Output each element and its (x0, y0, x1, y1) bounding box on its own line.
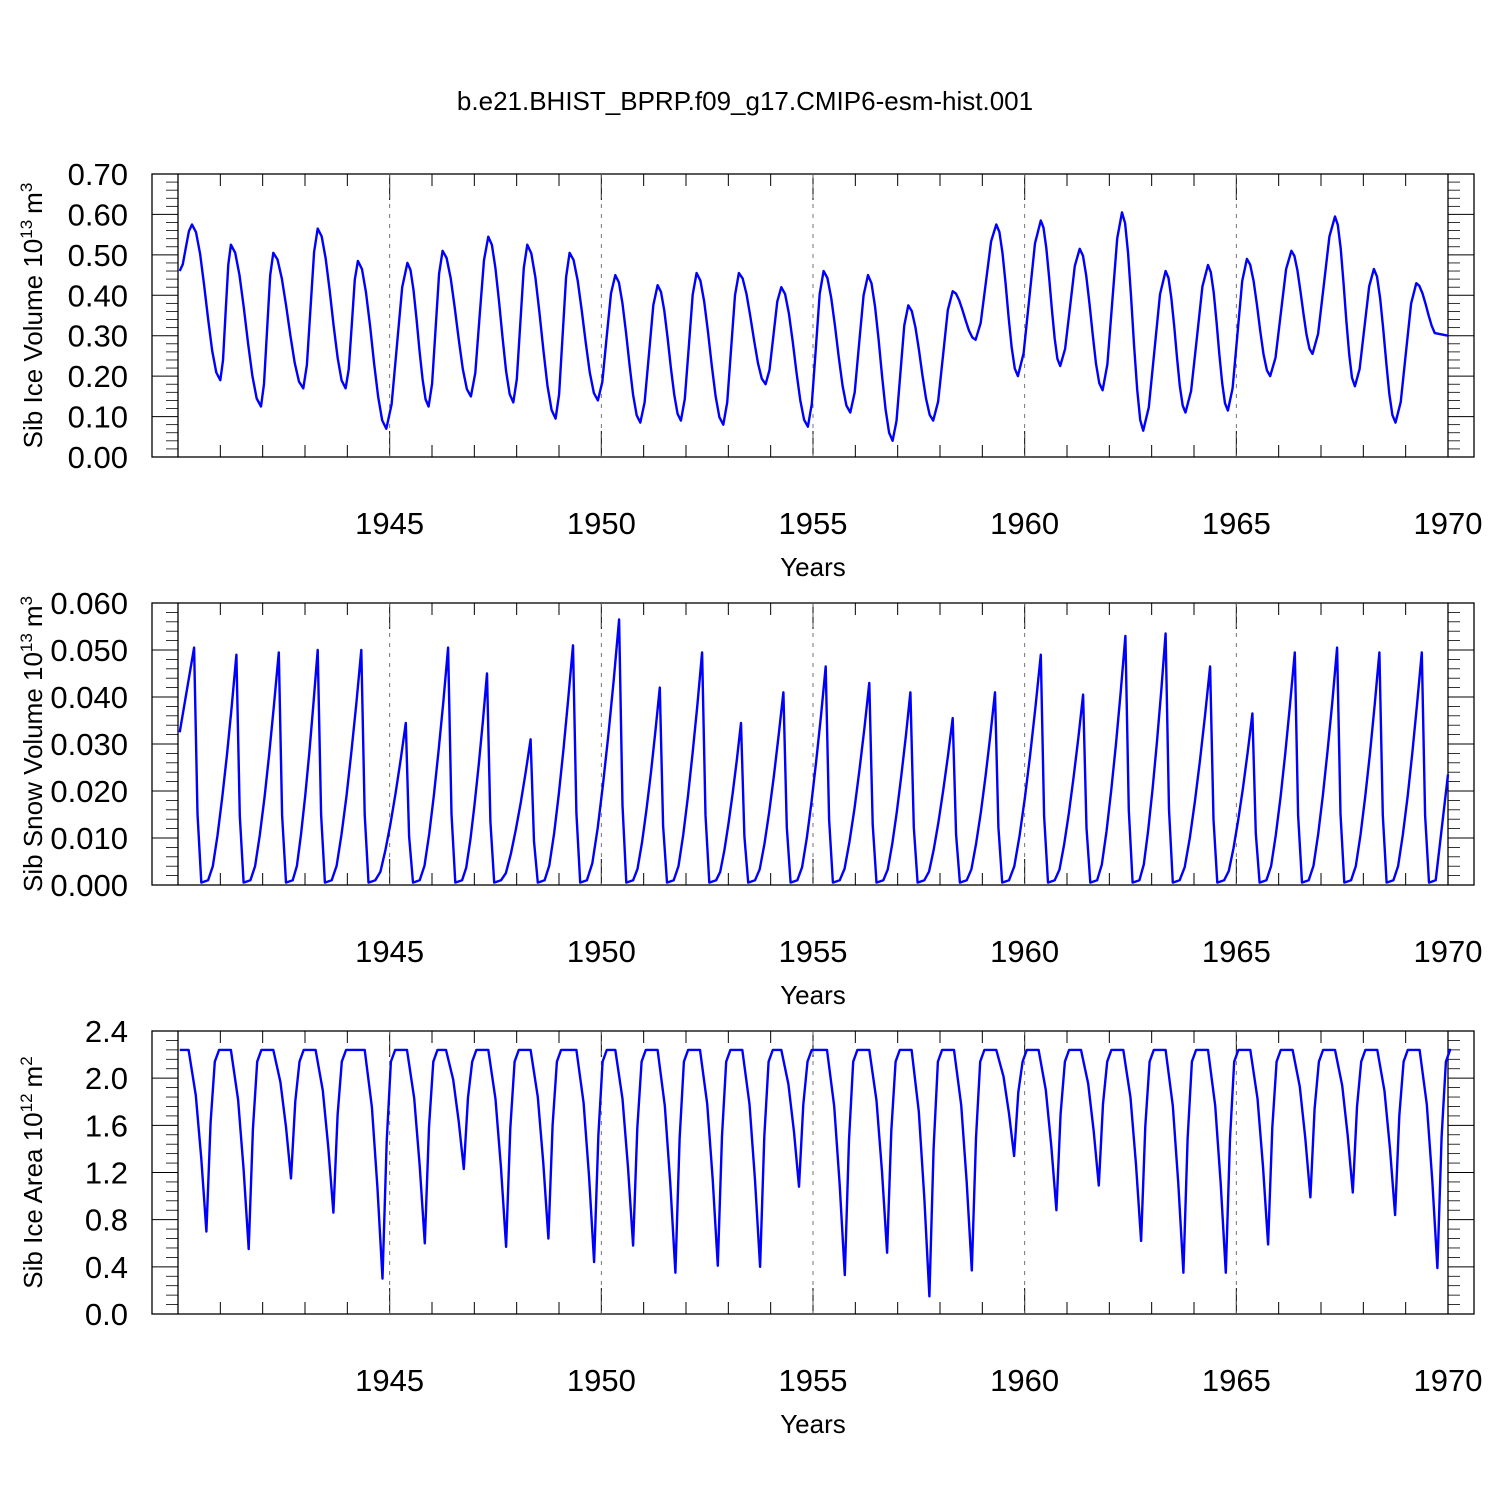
x-tick-label: 1960 (990, 1363, 1059, 1398)
x-tick-label: 1965 (1202, 934, 1271, 969)
y-tick-label: 1.2 (85, 1156, 128, 1191)
x-tick-label: 1955 (779, 934, 848, 969)
y-axis-label: Sib Ice Volume 1013 m3 (17, 183, 48, 449)
x-tick-label: 1945 (355, 1363, 424, 1398)
y-tick-label: 0.10 (68, 400, 128, 435)
y-axis-label: Sib Snow Volume 1013 m3 (17, 596, 48, 892)
y-axis-label-text: Sib Ice Area 10 (18, 1112, 48, 1288)
series-line (178, 618, 1450, 884)
y-axis-label-unit: m (18, 1066, 48, 1088)
y-tick-label: 0.60 (68, 197, 128, 232)
y-tick-label: 0.4 (85, 1250, 128, 1285)
y-axis-label-exponent: 12 (17, 1093, 36, 1112)
x-tick-label: 1970 (1414, 506, 1483, 541)
y-tick-label: 0.060 (50, 586, 128, 621)
y-tick-label: 0.000 (50, 868, 128, 903)
y-axis-label-unit-exponent: 3 (17, 183, 36, 192)
y-tick-label: 0.20 (68, 359, 128, 394)
x-axis-label: Years (780, 1409, 846, 1439)
x-axis-label: Years (780, 552, 846, 582)
x-tick-label: 1965 (1202, 1363, 1271, 1398)
x-tick-label: 1950 (567, 506, 636, 541)
x-tick-label: 1970 (1414, 934, 1483, 969)
x-axis-label: Years (780, 980, 846, 1010)
x-tick-label: 1970 (1414, 1363, 1483, 1398)
x-tick-label: 1960 (990, 506, 1059, 541)
y-axis-label-unit-exponent: 2 (17, 1056, 36, 1065)
x-tick-label: 1960 (990, 934, 1059, 969)
y-axis-label-text: Sib Snow Volume 10 (18, 652, 48, 892)
y-tick-label: 0.40 (68, 278, 128, 313)
panel-1: 0.00 0.10 0.20 0.30 0.40 0.50 0.60 0.70 1945 1950… (17, 157, 1482, 582)
x-tick-label: 1945 (355, 934, 424, 969)
x-tick-label: 1955 (779, 506, 848, 541)
y-tick-label: 0.040 (50, 680, 128, 715)
x-tick-label: 1950 (567, 1363, 636, 1398)
x-tick-label: 1965 (1202, 506, 1271, 541)
y-axis-label-unit: m (18, 192, 48, 214)
series-line (179, 1048, 1452, 1298)
y-tick-label: 0.030 (50, 727, 128, 762)
y-tick-label: 0.8 (85, 1203, 128, 1238)
x-tick-label: 1955 (779, 1363, 848, 1398)
y-axis-label-exponent: 13 (17, 633, 36, 652)
y-tick-label: 0.30 (68, 319, 128, 354)
y-tick-label: 0.050 (50, 633, 128, 668)
x-tick-label: 1945 (355, 506, 424, 541)
y-tick-label: 2.4 (85, 1014, 128, 1049)
panel-2: 0.000 0.010 0.020 0.030 0.040 0.050 0.060 1945 1… (17, 586, 1482, 1010)
y-axis-label-exponent: 13 (17, 220, 36, 239)
y-tick-label: 2.0 (85, 1061, 128, 1096)
y-axis-label-unit: m (18, 605, 48, 627)
y-tick-label: 1.6 (85, 1108, 128, 1143)
y-tick-label: 0.0 (85, 1297, 128, 1332)
series-line (178, 211, 1449, 442)
y-tick-label: 0.50 (68, 238, 128, 273)
y-axis-label-unit-exponent: 3 (17, 596, 36, 605)
y-tick-label: 0.010 (50, 821, 128, 856)
y-tick-label: 0.020 (50, 774, 128, 809)
chart-title: b.e21.BHIST_BPRP.f09_g17.CMIP6-esm-hist.… (457, 86, 1033, 116)
x-tick-label: 1950 (567, 934, 636, 969)
panel-3: 0.0 0.4 0.8 1.2 1.6 2.0 2.4 1945 1950 1955 1960 196… (17, 1014, 1482, 1439)
y-axis-label: Sib Ice Area 1012 m2 (17, 1056, 48, 1288)
y-tick-label: 0.70 (68, 157, 128, 192)
y-axis-label-text: Sib Ice Volume 10 (18, 239, 48, 449)
y-tick-label: 0.00 (68, 440, 128, 475)
